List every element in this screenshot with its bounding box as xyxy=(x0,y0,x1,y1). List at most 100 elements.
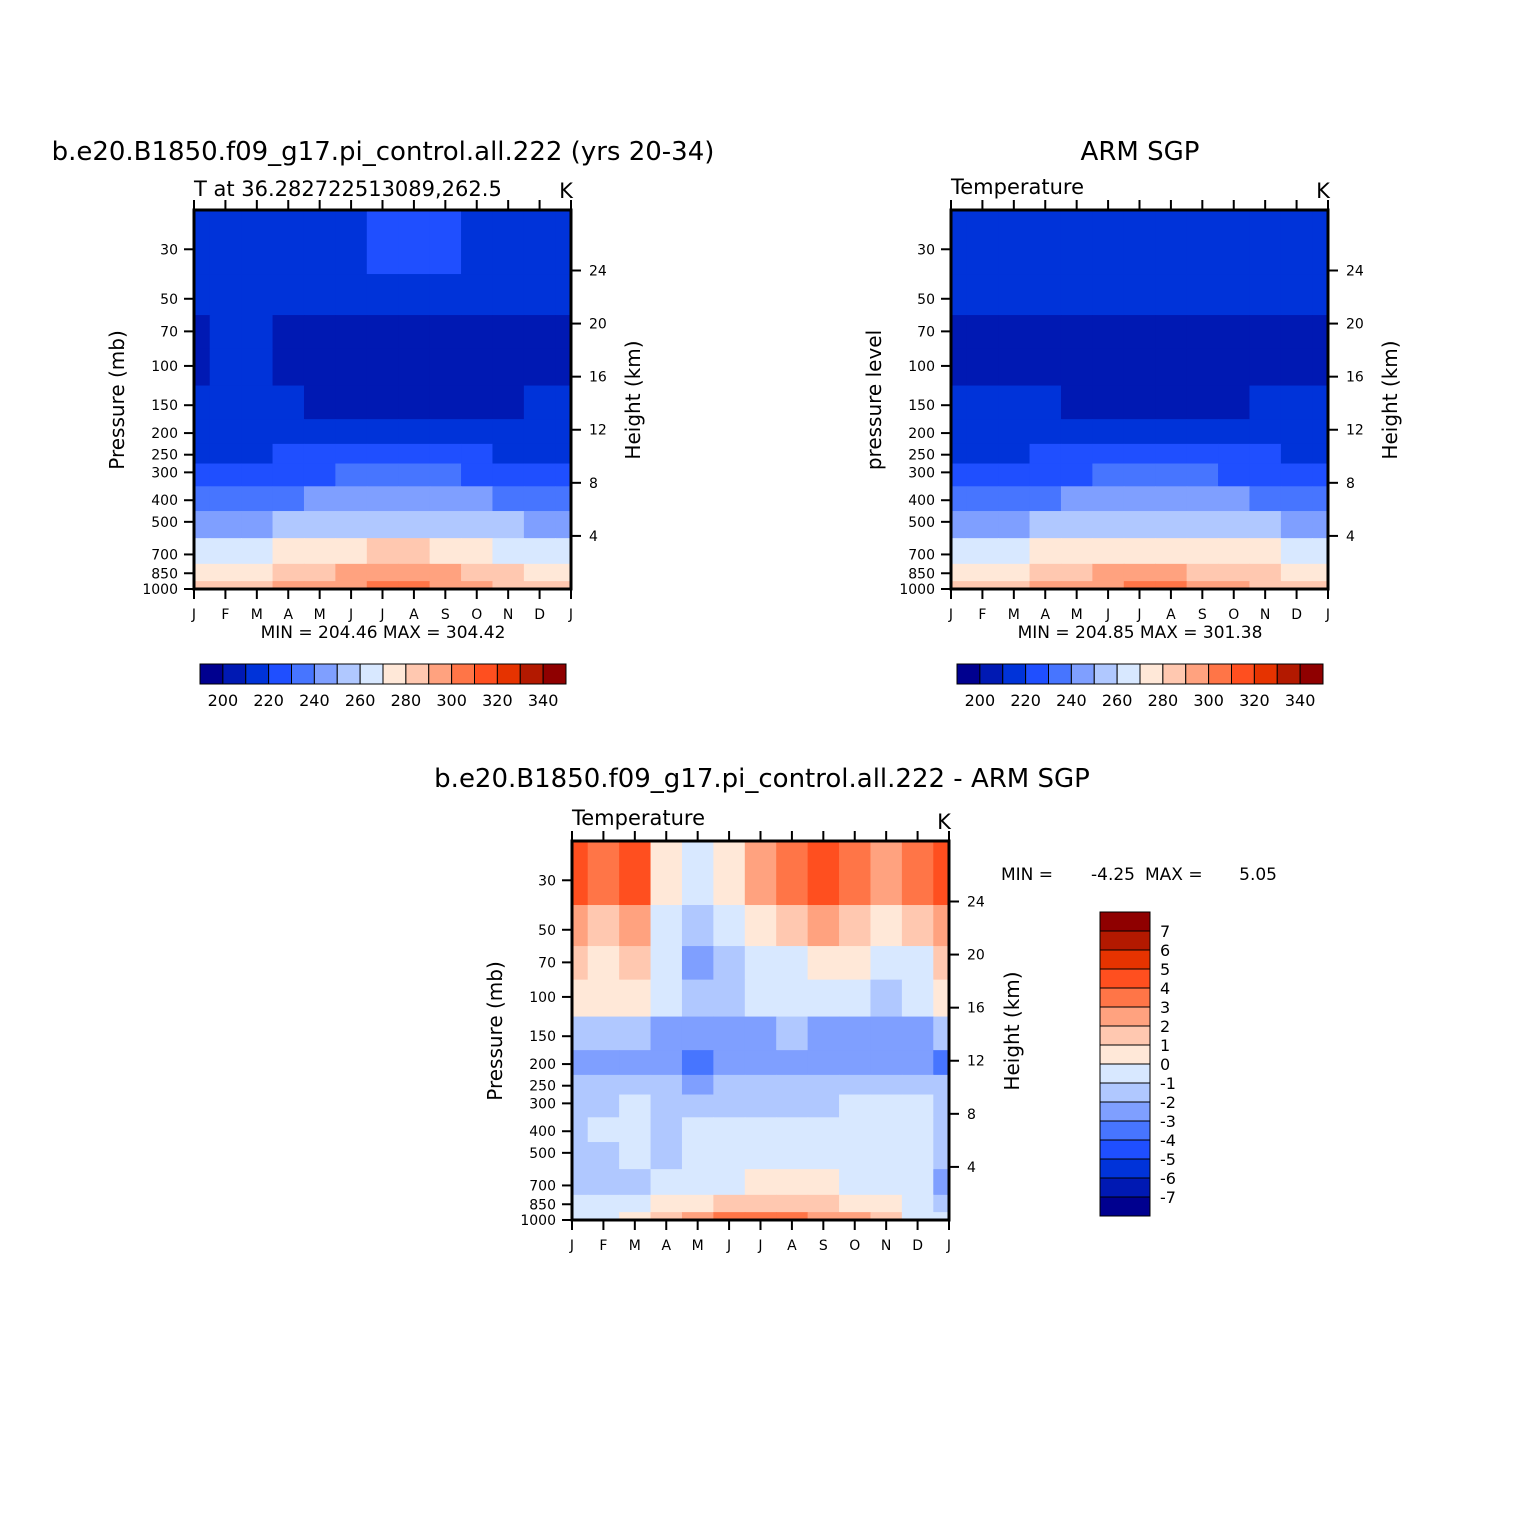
contour-cell xyxy=(744,1169,777,1196)
height-tick-label: 24 xyxy=(967,894,985,910)
x-tick-label: A xyxy=(787,1238,797,1254)
contour-cell xyxy=(650,841,683,906)
contour-cell xyxy=(998,348,1031,387)
y-tick-label: 150 xyxy=(529,1029,556,1045)
colorbar-box xyxy=(474,663,498,685)
contour-cell xyxy=(901,1050,934,1076)
contour-cell xyxy=(650,1194,683,1213)
contour-cell xyxy=(303,210,336,275)
contour-cell xyxy=(398,348,431,387)
colorbar-box xyxy=(1025,663,1049,685)
colorbar-box xyxy=(291,663,315,685)
contour-cell xyxy=(870,841,903,906)
contour-cell xyxy=(587,1074,620,1096)
y-tick-label: 30 xyxy=(160,242,178,258)
contour-cell xyxy=(398,486,431,512)
contour-cell xyxy=(429,385,462,420)
colorbar-box xyxy=(1002,663,1027,685)
contour-cell xyxy=(241,563,274,582)
contour-cell xyxy=(194,315,211,350)
contour-cell xyxy=(303,581,336,590)
contour-cell xyxy=(951,274,968,316)
contour-cell xyxy=(807,1169,840,1196)
contour-cell xyxy=(650,1094,683,1118)
contour-cell xyxy=(1123,486,1156,512)
contour-cell xyxy=(1092,463,1125,487)
colorbar-label: 6 xyxy=(1160,941,1170,960)
contour-cell xyxy=(901,1194,934,1213)
colorbar-box xyxy=(1185,663,1210,685)
contour-cell xyxy=(1218,463,1251,487)
contour-cell xyxy=(839,1194,872,1213)
contour-cell xyxy=(241,315,274,350)
contour-cell xyxy=(1092,274,1125,316)
contour-cell xyxy=(901,1169,934,1196)
contour-cell xyxy=(681,1117,714,1143)
contour-cell xyxy=(241,210,274,275)
colorbar-box xyxy=(1099,968,1151,989)
contour-cell xyxy=(1218,486,1251,512)
contour-cell xyxy=(587,841,620,906)
y-tick-label: 200 xyxy=(908,426,935,442)
contour-cell xyxy=(587,1169,620,1196)
colorbar-box xyxy=(1099,949,1151,970)
contour-cell xyxy=(492,419,525,445)
y-tick-label: 850 xyxy=(151,566,178,582)
x-tick-label: A xyxy=(661,1238,671,1254)
contour-cell xyxy=(650,1016,683,1051)
contour-cell xyxy=(303,419,336,445)
contour-cell xyxy=(807,905,840,947)
height-tick-label: 20 xyxy=(1346,317,1364,333)
contour-cell xyxy=(461,463,494,487)
contour-cell xyxy=(492,274,525,316)
contour-cell xyxy=(1123,315,1156,350)
contour-cell xyxy=(839,979,872,1018)
colorbar-box xyxy=(496,663,521,685)
contour-cell xyxy=(572,1169,589,1196)
contour-cell xyxy=(1249,348,1282,387)
colorbar-box xyxy=(451,663,475,685)
contour-cell xyxy=(1029,538,1062,565)
contour-cell xyxy=(272,385,305,420)
y-tick-label: 400 xyxy=(151,493,178,509)
y-tick-label: 850 xyxy=(908,566,935,582)
contour-cell xyxy=(839,1117,872,1143)
contour-cell xyxy=(1060,581,1093,590)
contour-cell xyxy=(1249,581,1282,590)
contour-cell xyxy=(366,210,399,275)
y-tick-label: 300 xyxy=(908,465,935,481)
contour-cell xyxy=(966,563,999,582)
contour-cell xyxy=(335,511,368,539)
panel-diff-max-value: 5.05 xyxy=(1239,865,1277,885)
contour-cell xyxy=(492,538,525,565)
contour-cell xyxy=(998,538,1031,565)
colorbar-box xyxy=(1139,663,1164,685)
contour-cell xyxy=(713,946,746,981)
panel-diff-max-label: MAX = xyxy=(1145,865,1203,885)
contour-cell xyxy=(1218,563,1251,582)
panel-diff-min-label: MIN = xyxy=(1001,865,1053,885)
contour-cell xyxy=(807,1094,840,1118)
contour-cell xyxy=(572,946,589,981)
panel-obs-min-max: MIN = 204.85 MAX = 301.38 xyxy=(1018,623,1263,643)
contour-cell xyxy=(1280,563,1313,582)
contour-cell xyxy=(951,538,968,565)
panel-diff: b.e20.B1850.f09_g17.pi_control.all.222 -… xyxy=(434,764,1277,1254)
contour-cell xyxy=(807,1194,840,1213)
contour-cell xyxy=(555,563,572,582)
contour-cell xyxy=(998,463,1031,487)
contour-cell xyxy=(572,979,589,1018)
contour-cell xyxy=(713,1194,746,1213)
contour-cell xyxy=(1186,581,1219,590)
contour-cell xyxy=(366,581,399,590)
contour-cell xyxy=(398,443,431,465)
contour-cell xyxy=(619,1212,652,1221)
contour-cell xyxy=(966,210,999,275)
colorbar-box xyxy=(519,663,544,685)
y-tick-label: 300 xyxy=(529,1096,556,1112)
contour-cell xyxy=(587,1194,620,1213)
contour-cell xyxy=(194,486,211,512)
panel-model-colorbar: 200 220 240 260 280 300 320 340 xyxy=(199,663,567,710)
contour-cell xyxy=(1092,511,1125,539)
